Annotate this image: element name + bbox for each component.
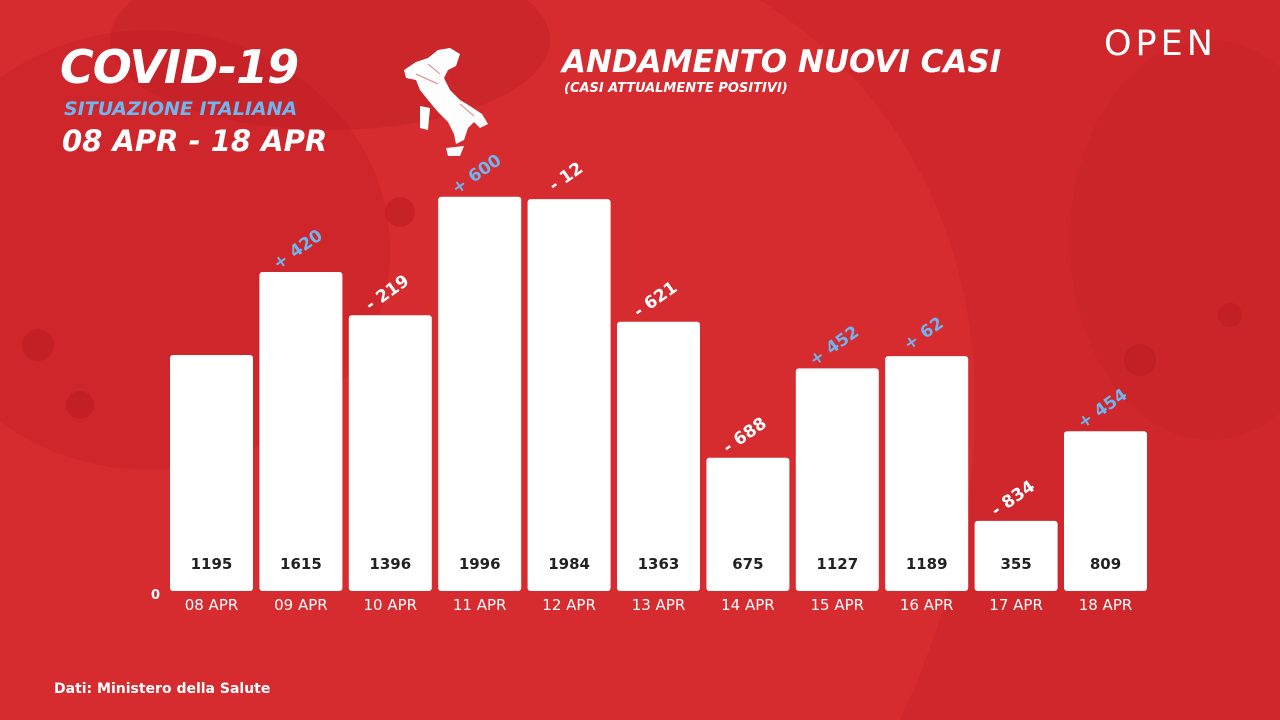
change-label: - 219 — [362, 271, 413, 315]
bar-value-label: 355 — [1000, 555, 1031, 573]
bar — [706, 457, 790, 591]
x-tick-label: 11 APR — [453, 596, 507, 614]
chart-title: ANDAMENTO NUOVI CASI — [562, 44, 1002, 80]
change-label: - 834 — [988, 477, 1039, 521]
bar-value-label: 1195 — [191, 555, 233, 573]
page-subtitle: SITUAZIONE ITALIANA — [64, 98, 298, 120]
x-tick-label: 15 APR — [811, 596, 865, 614]
bar-value-label: 1996 — [459, 555, 501, 573]
bar-value-label: 1396 — [369, 555, 411, 573]
bar-value-label: 1615 — [280, 555, 322, 573]
x-tick-label: 08 APR — [185, 596, 239, 614]
bar — [170, 354, 253, 591]
brand-logo: OPEN — [1104, 24, 1217, 64]
change-label: + 454 — [1074, 385, 1131, 433]
bar — [795, 368, 879, 591]
y-tick-label: 0 — [151, 588, 160, 603]
x-tick-label: 09 APR — [274, 596, 328, 614]
chart-subtitle: (CASI ATTUALMENTE POSITIVI) — [564, 81, 788, 96]
bar — [617, 321, 700, 591]
bar-value-label: 1984 — [548, 555, 590, 573]
x-tick-label: 16 APR — [900, 596, 954, 614]
bar-value-label: 1189 — [906, 555, 948, 573]
italy-map-icon — [404, 48, 488, 156]
x-tick-label: 10 APR — [364, 596, 418, 614]
bar-value-label: 675 — [732, 555, 763, 573]
change-label: + 600 — [448, 150, 505, 198]
bar — [885, 356, 969, 591]
bar — [974, 520, 1058, 591]
bar-value-label: 809 — [1090, 555, 1121, 573]
bar — [348, 315, 432, 591]
bar — [527, 199, 611, 591]
bar-value-label: 1127 — [816, 555, 858, 573]
change-label: + 420 — [270, 226, 327, 274]
x-tick-label: 18 APR — [1079, 596, 1133, 614]
x-tick-label: 17 APR — [989, 596, 1043, 614]
bar — [438, 196, 522, 592]
change-label: - 621 — [630, 278, 681, 322]
change-label: - 12 — [545, 158, 586, 195]
change-label: - 688 — [719, 413, 770, 457]
bar-value-label: 1363 — [638, 555, 680, 573]
change-label: + 62 — [900, 313, 947, 355]
x-tick-label: 12 APR — [542, 596, 596, 614]
date-range: 08 APR - 18 APR — [62, 124, 328, 158]
change-label: + 452 — [806, 322, 863, 370]
page-title: COVID-19 — [60, 40, 299, 94]
x-tick-label: 14 APR — [721, 596, 775, 614]
bar — [259, 272, 343, 591]
bar — [1064, 431, 1147, 591]
x-tick-label: 13 APR — [632, 596, 686, 614]
data-source: Dati: Ministero della Salute — [54, 681, 271, 697]
